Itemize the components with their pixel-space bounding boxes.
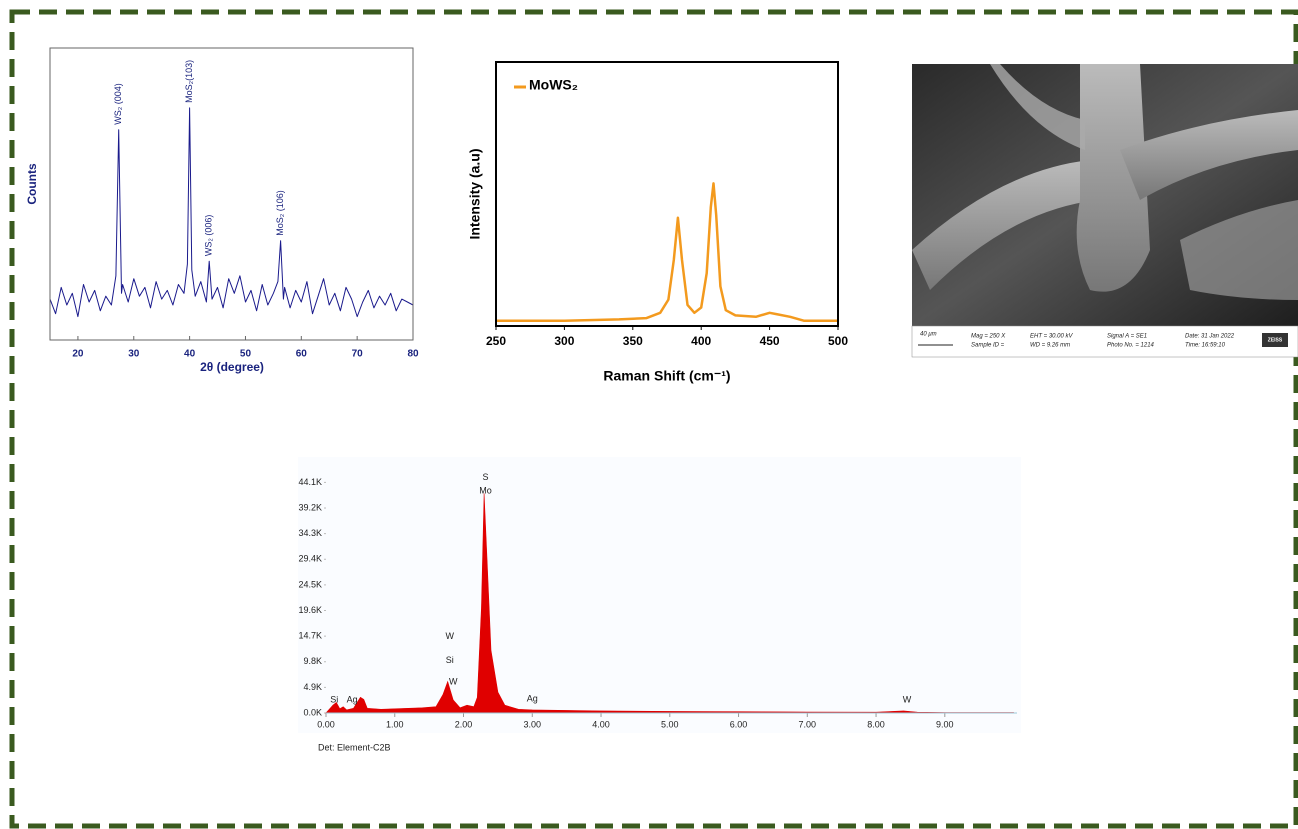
x-tick-label: 9.00 bbox=[936, 719, 954, 729]
dashed-border bbox=[9, 9, 1298, 829]
sem-mag: Mag = 250 X bbox=[971, 334, 1006, 340]
chart-2: 0.00 1.00 2.00 3.00 4.00 5.00 6.00 7.00 8.00 9.00… bbox=[298, 457, 1021, 752]
x-tick-label: 8.00 bbox=[867, 719, 885, 729]
sem-brand: ZEISS bbox=[1268, 337, 1283, 343]
x-tick-label: 5.00 bbox=[661, 719, 679, 729]
chart-1: 250 300 350 400 450 500 MoWS₂ Raman Shift (cm⁻¹… bbox=[467, 61, 848, 384]
x-tick-label: 30 bbox=[128, 349, 140, 360]
x-tick-label: 2.00 bbox=[455, 719, 473, 729]
sem-date: Date: 31 Jan 2022 bbox=[1185, 334, 1235, 340]
x-tick-label: 1.00 bbox=[386, 719, 404, 729]
x-tick-label: 350 bbox=[623, 334, 643, 348]
x-tick-label: 3.00 bbox=[524, 719, 542, 729]
y-tick-label: 44.1K bbox=[298, 477, 322, 487]
plot-background bbox=[298, 457, 1021, 733]
y-tick-label: 0.0K bbox=[303, 707, 322, 717]
y-tick-label: 24.5K bbox=[298, 579, 322, 589]
sem-time: Time: 16:59:10 bbox=[1185, 343, 1226, 349]
y-tick-label: 39.2K bbox=[298, 502, 322, 512]
line bbox=[49, 107, 414, 318]
chart-0: 20 30 40 50 60 70 80 2θ (degree) Counts WS₂ (004)… bbox=[25, 47, 419, 374]
y-tick-label: 34.3K bbox=[298, 528, 322, 538]
x-tick-label: 20 bbox=[72, 349, 84, 360]
x-tick-label: 7.00 bbox=[799, 719, 817, 729]
sem-signal: Signal A = SE1 bbox=[1107, 334, 1147, 340]
x-tick-label: 400 bbox=[691, 334, 711, 348]
peak-label: Si bbox=[330, 694, 338, 704]
x-tick-label: 40 bbox=[184, 349, 196, 360]
x-tick-label: 50 bbox=[240, 349, 252, 360]
y-tick-label: 9.8K bbox=[303, 656, 322, 666]
x-tick-label: 450 bbox=[760, 334, 780, 348]
line bbox=[496, 182, 838, 322]
sem-sample: Sample ID = bbox=[971, 343, 1005, 349]
y-tick-label: 19.6K bbox=[298, 605, 322, 615]
x-tick-label: 6.00 bbox=[730, 719, 748, 729]
area bbox=[325, 493, 1014, 714]
y-tick-label: 4.9K bbox=[303, 682, 322, 692]
peak-label: MoS₂ (106) bbox=[275, 190, 285, 236]
x-tick-label: 70 bbox=[352, 349, 364, 360]
peak-label: WS₂ (006) bbox=[204, 215, 214, 257]
peak-label: Ag bbox=[347, 694, 358, 704]
x-tick-label: 0.00 bbox=[317, 719, 335, 729]
sem-image: 40 μm Mag = 250 X Sample ID = EHT = 30.0… bbox=[911, 64, 1298, 358]
x-tick-label: 500 bbox=[828, 334, 848, 348]
peak-label: MoS₂(103) bbox=[184, 60, 194, 103]
peak-label: W bbox=[903, 694, 912, 704]
x-axis-label: 2θ (degree) bbox=[200, 360, 264, 374]
peak-label: WS₂ (004) bbox=[113, 83, 123, 125]
sem-photo: Photo No. = 1214 bbox=[1107, 343, 1155, 349]
peak-label: W bbox=[446, 631, 455, 641]
x-tick-label: 4.00 bbox=[592, 719, 610, 729]
y-tick-label: 14.7K bbox=[298, 631, 322, 641]
footer: Det: Element-C2B bbox=[318, 742, 391, 752]
plot-frame bbox=[49, 47, 414, 341]
sem-wd: WD = 9.26 mm bbox=[1030, 343, 1070, 349]
peak-label: Mo bbox=[479, 486, 492, 496]
x-tick-label: 250 bbox=[486, 334, 506, 348]
legend-label: MoWS₂ bbox=[529, 77, 578, 93]
x-tick-label: 300 bbox=[554, 334, 574, 348]
x-tick-label: 80 bbox=[407, 349, 419, 360]
y-axis-label: Intensity (a.u) bbox=[467, 148, 483, 239]
peak-label: W bbox=[449, 677, 458, 687]
sem-scale: 40 μm bbox=[920, 332, 937, 338]
sem-eht: EHT = 30.00 kV bbox=[1030, 334, 1074, 340]
plot-frame bbox=[495, 61, 839, 327]
peak-label: Si bbox=[446, 655, 454, 665]
y-tick-label: 29.4K bbox=[298, 554, 322, 564]
peak-label: Ag bbox=[527, 693, 538, 703]
peak-label: S bbox=[483, 472, 489, 482]
x-axis-label: Raman Shift (cm⁻¹) bbox=[603, 368, 730, 384]
y-axis-label: Counts bbox=[25, 163, 39, 205]
x-tick-label: 60 bbox=[296, 349, 308, 360]
